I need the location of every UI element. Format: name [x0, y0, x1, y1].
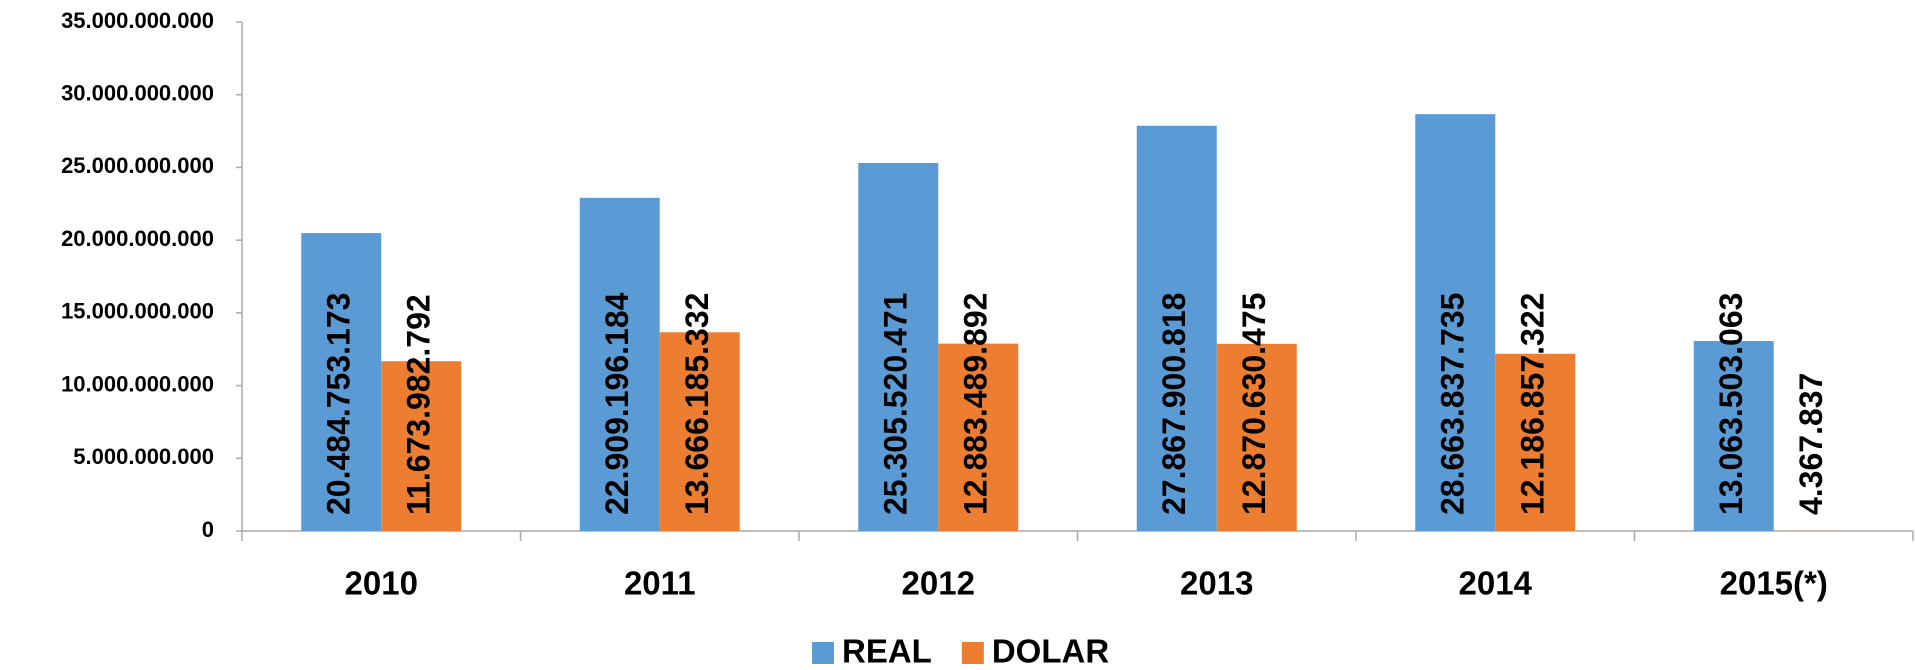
bar — [1495, 353, 1576, 531]
y-tick-label: 15.000.000.000 — [61, 299, 214, 324]
value-label: 22.909.196.184 — [599, 292, 635, 515]
bar — [381, 361, 462, 531]
value-label: 11.673.982.792 — [401, 294, 437, 515]
bar — [1136, 125, 1217, 531]
value-label: 12.870.630.475 — [1236, 293, 1272, 515]
value-label: 28.663.837.735 — [1435, 293, 1471, 515]
legend-label: DOLAR — [992, 633, 1109, 670]
value-label: 25.305.520.471 — [878, 293, 914, 515]
x-tick-label: 2013 — [1180, 565, 1253, 602]
bar — [938, 343, 1019, 531]
bar — [659, 332, 740, 531]
bar — [858, 162, 939, 532]
bar — [1216, 343, 1297, 531]
x-tick-label: 2015(*) — [1720, 565, 1828, 602]
value-label: 20.484.753.173 — [321, 293, 357, 515]
value-label: 13.666.185.332 — [679, 293, 715, 515]
value-label: 13.063.503.063 — [1713, 293, 1749, 515]
x-tick-label: 2014 — [1459, 565, 1533, 602]
y-tick-label: 35.000.000.000 — [61, 8, 214, 33]
y-tick-label: 5.000.000.000 — [73, 444, 214, 469]
legend-swatch — [961, 642, 984, 664]
value-label: 4.367.837 — [1793, 373, 1829, 515]
y-tick-label: 20.000.000.000 — [61, 226, 214, 251]
legend-swatch — [812, 642, 834, 664]
y-tick-label: 10.000.000.000 — [61, 371, 214, 396]
x-tick-label: 2012 — [902, 565, 975, 602]
y-tick-label: 0 — [202, 517, 214, 542]
legend-label: REAL — [842, 633, 932, 670]
value-label: 12.883.489.892 — [958, 293, 994, 515]
x-tick-label: 2011 — [624, 565, 696, 602]
y-tick-label: 25.000.000.000 — [61, 153, 214, 178]
bar — [1693, 341, 1774, 531]
bar — [1415, 114, 1496, 531]
bar — [301, 233, 382, 532]
value-label: 12.186.857.322 — [1515, 293, 1551, 515]
x-tick-label: 2010 — [345, 565, 418, 602]
value-label: 27.867.900.818 — [1156, 293, 1192, 515]
bar — [579, 197, 660, 531]
y-tick-label: 30.000.000.000 — [61, 81, 214, 106]
